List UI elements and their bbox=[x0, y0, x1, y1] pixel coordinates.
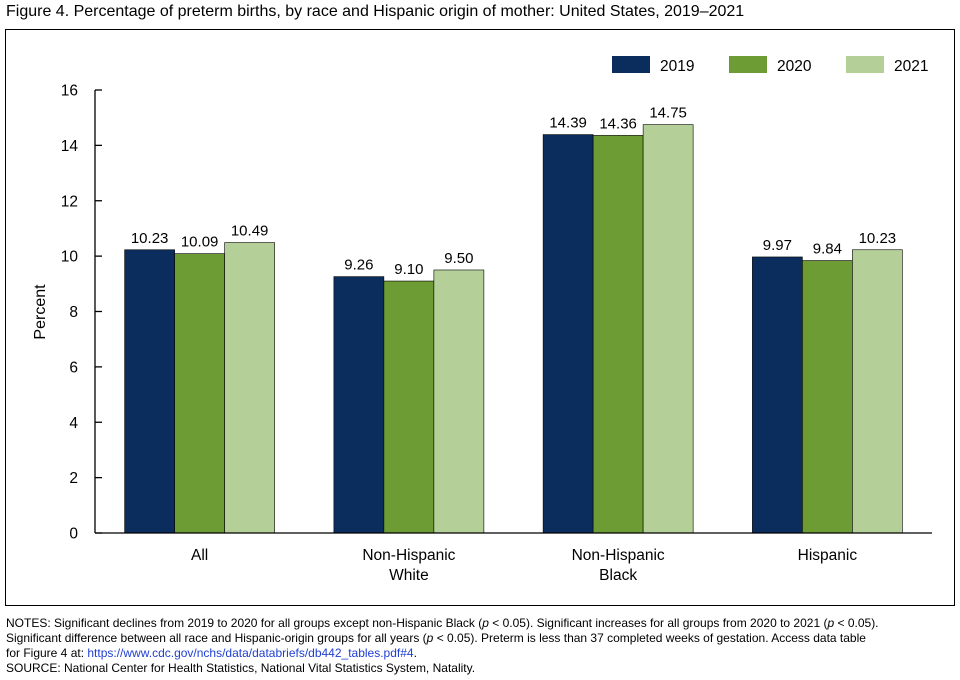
bar-2019 bbox=[752, 256, 803, 534]
bar-2020 bbox=[383, 280, 435, 534]
data-label: 14.75 bbox=[649, 105, 687, 122]
y-tick-label: 8 bbox=[69, 304, 78, 321]
legend-label: 2019 bbox=[660, 58, 694, 75]
x-axis: All Non-Hispanic White Non-Hispanic Black His… bbox=[95, 532, 932, 584]
data-label: 14.39 bbox=[549, 115, 587, 132]
data-label: 9.50 bbox=[444, 250, 473, 267]
notes: NOTES: Significant declines from 2019 to… bbox=[6, 616, 956, 676]
data-label: 14.36 bbox=[599, 115, 637, 132]
x-category-label: White bbox=[389, 567, 429, 584]
bar-2020 bbox=[592, 135, 644, 534]
notes-text: for Figure 4 at: bbox=[6, 646, 88, 660]
x-category-label: Black bbox=[599, 567, 637, 584]
notes-text: Significant difference between all race … bbox=[6, 631, 427, 645]
legend-swatch-2020 bbox=[729, 56, 767, 73]
legend-swatch-2019 bbox=[612, 56, 650, 73]
notes-line-1: NOTES: Significant declines from 2019 to… bbox=[6, 616, 956, 631]
legend: 2019 2020 2021 bbox=[612, 56, 928, 75]
data-label: 9.10 bbox=[394, 261, 423, 278]
bar-2019 bbox=[333, 276, 385, 534]
y-tick-label: 14 bbox=[61, 138, 79, 155]
bars: 10.23 10.09 10.49 9.26 9.10 9.50 14.39 14.36 14.… bbox=[124, 105, 903, 534]
y-tick-label: 6 bbox=[69, 359, 78, 376]
bar-2019 bbox=[542, 134, 594, 534]
data-label: 9.97 bbox=[763, 237, 792, 254]
p-italic: p bbox=[827, 616, 835, 630]
y-tick-label: 4 bbox=[69, 415, 78, 432]
y-tick-label: 0 bbox=[69, 526, 78, 543]
x-category-label: Hispanic bbox=[798, 547, 858, 564]
legend-swatch-2021 bbox=[846, 56, 884, 73]
bar-2021 bbox=[852, 249, 903, 534]
bar-2021 bbox=[433, 269, 485, 534]
data-label: 10.09 bbox=[181, 234, 219, 251]
data-label: 10.23 bbox=[131, 230, 169, 247]
x-category-label: All bbox=[191, 547, 208, 564]
notes-text: < 0.05). bbox=[834, 616, 879, 630]
notes-text: < 0.05). Significant increases for all g… bbox=[488, 616, 828, 630]
bar-2021 bbox=[642, 124, 694, 534]
p-italic: p bbox=[426, 631, 434, 645]
notes-text: NOTES: Significant declines from 2019 to… bbox=[6, 616, 483, 630]
notes-text: . bbox=[413, 646, 417, 660]
notes-line-3: for Figure 4 at: https://www.cdc.gov/nch… bbox=[6, 646, 956, 661]
p-italic: p bbox=[482, 616, 489, 630]
bar-2020 bbox=[174, 253, 225, 534]
y-tick-label: 2 bbox=[69, 470, 78, 487]
data-label: 9.26 bbox=[344, 257, 373, 274]
y-axis-title: Percent bbox=[32, 284, 49, 340]
notes-line-2: Significant difference between all race … bbox=[6, 631, 956, 646]
legend-label: 2020 bbox=[777, 58, 812, 75]
notes-text: < 0.05). Preterm is less than 37 complet… bbox=[433, 631, 866, 645]
data-label: 9.84 bbox=[813, 241, 842, 258]
legend-label: 2021 bbox=[894, 58, 928, 75]
y-tick-label: 10 bbox=[61, 249, 79, 266]
chart-frame bbox=[5, 29, 955, 606]
source-line: SOURCE: National Center for Health Stati… bbox=[6, 661, 476, 675]
bar-2020 bbox=[802, 260, 853, 534]
y-axis: 0 2 4 6 8 10 12 14 16 bbox=[61, 83, 102, 543]
bar-2019 bbox=[124, 249, 175, 534]
data-label: 10.23 bbox=[859, 230, 897, 247]
data-label: 10.49 bbox=[231, 223, 269, 240]
data-table-link[interactable]: https://www.cdc.gov/nchs/data/databriefs… bbox=[87, 646, 414, 660]
y-tick-label: 12 bbox=[61, 193, 78, 210]
figure-title: Figure 4. Percentage of preterm births, … bbox=[6, 3, 745, 20]
x-category-label: Non-Hispanic bbox=[572, 547, 665, 564]
y-tick-label: 16 bbox=[61, 83, 78, 100]
bar-2021 bbox=[224, 242, 275, 534]
x-category-label: Non-Hispanic bbox=[362, 547, 455, 564]
